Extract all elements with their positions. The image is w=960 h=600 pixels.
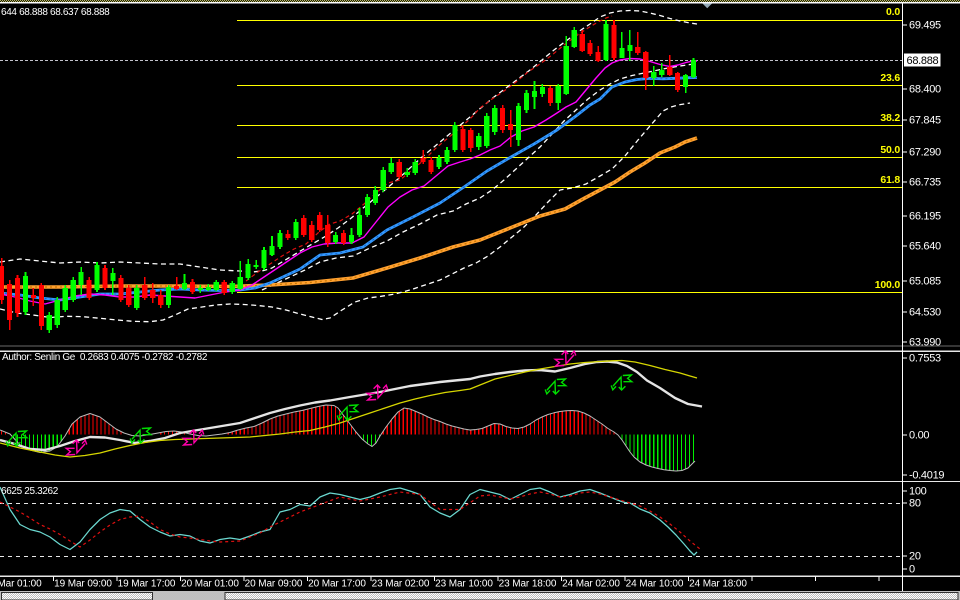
svg-text:65.085: 65.085 <box>909 276 941 288</box>
svg-text:20 Mar 17:00: 20 Mar 17:00 <box>308 579 366 590</box>
svg-text:24 Mar 10:00: 24 Mar 10:00 <box>626 579 684 590</box>
svg-text:23.6: 23.6 <box>880 72 900 84</box>
svg-text:24 Mar 02:00: 24 Mar 02:00 <box>562 579 620 590</box>
svg-text:66.735: 66.735 <box>909 177 941 189</box>
svg-text:0.00: 0.00 <box>909 430 929 442</box>
svg-text:63.990: 63.990 <box>909 337 941 349</box>
svg-text:100.0: 100.0 <box>875 279 901 291</box>
svg-text:69.495: 69.495 <box>909 20 941 32</box>
svg-text:23 Mar 10:00: 23 Mar 10:00 <box>435 579 493 590</box>
svg-text:67.845: 67.845 <box>909 115 941 127</box>
svg-text:19 Mar 09:00: 19 Mar 09:00 <box>54 579 112 590</box>
svg-text:65.640: 65.640 <box>909 241 941 253</box>
svg-text:23 Mar 18:00: 23 Mar 18:00 <box>499 579 557 590</box>
svg-text:24 Mar 18:00: 24 Mar 18:00 <box>689 579 747 590</box>
svg-text:0.7553: 0.7553 <box>909 353 941 365</box>
svg-text:80: 80 <box>909 498 921 510</box>
svg-text:6625 25.3262: 6625 25.3262 <box>1 486 59 497</box>
svg-text:0: 0 <box>909 564 915 576</box>
svg-text:20 Mar 09:00: 20 Mar 09:00 <box>245 579 303 590</box>
svg-text:23 Mar 02:00: 23 Mar 02:00 <box>372 579 430 590</box>
svg-text:61.8: 61.8 <box>880 174 900 186</box>
svg-text:0.0: 0.0 <box>886 6 900 18</box>
svg-text:-0.4019: -0.4019 <box>909 470 944 482</box>
svg-text:50.0: 50.0 <box>880 144 900 156</box>
svg-text:67.290: 67.290 <box>909 147 941 159</box>
svg-text:64.530: 64.530 <box>909 307 941 319</box>
svg-text:38.2: 38.2 <box>880 112 900 124</box>
svg-text:68.400: 68.400 <box>909 84 941 96</box>
svg-text:19 Mar 17:00: 19 Mar 17:00 <box>118 579 176 590</box>
svg-text:66.195: 66.195 <box>909 211 941 223</box>
svg-text:Mar 01:00: Mar 01:00 <box>0 579 42 590</box>
svg-text:Author: Senlin Ge 0.2683 0.40: Author: Senlin Ge 0.2683 0.4075 -0.2782 … <box>2 352 208 363</box>
svg-text:20 Mar 01:00: 20 Mar 01:00 <box>181 579 239 590</box>
svg-text:20: 20 <box>909 551 921 563</box>
svg-text:100: 100 <box>909 486 927 498</box>
svg-text:644 68.888 68.637 68.888: 644 68.888 68.637 68.888 <box>1 7 110 18</box>
svg-text:68.888: 68.888 <box>907 55 939 67</box>
